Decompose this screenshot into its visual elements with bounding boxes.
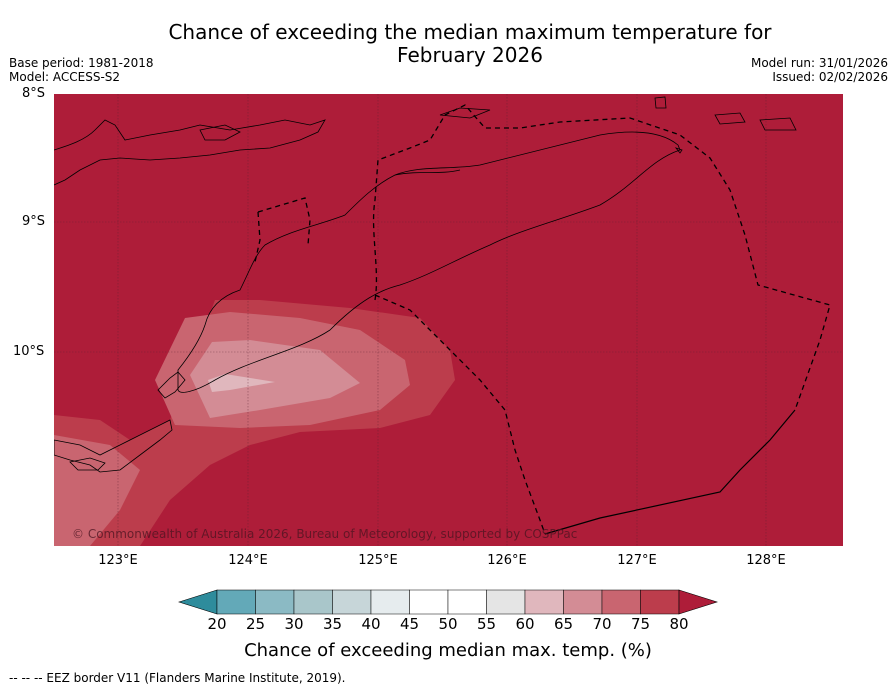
- colorbar-tick-20: 20: [207, 615, 227, 633]
- eez-legend-footer: -- -- -- EEZ border V11 (Flanders Marine…: [9, 671, 346, 685]
- kisar-island: [654, 96, 667, 109]
- lat-label-9s: 9°S: [22, 214, 46, 229]
- savu-island: [69, 457, 106, 471]
- moa-island: [759, 117, 797, 131]
- lon-label-127e: 127°E: [617, 553, 657, 568]
- lon-label-124e: 124°E: [228, 553, 268, 568]
- chart-title-line1: Chance of exceeding the median maximum t…: [168, 20, 772, 44]
- contour-65-70: [190, 340, 360, 418]
- coastlines: [54, 96, 797, 473]
- colorbar-tick-55: 55: [476, 615, 497, 633]
- colorbar-tick-75: 75: [630, 615, 651, 633]
- lon-label-128e: 128°E: [746, 553, 786, 568]
- sumba-coast: [54, 419, 173, 473]
- colorbar-tick-40: 40: [361, 615, 381, 633]
- colorbar-cell-25-30: [255, 589, 295, 615]
- colorbar-tick-45: 45: [399, 615, 420, 633]
- colorbar-cell-55-60: [486, 589, 526, 615]
- colorbar-cell-40-45: [370, 589, 410, 615]
- flores-coast: [54, 119, 326, 186]
- colorbar-tick-30: 30: [284, 615, 304, 633]
- timor-coast: [177, 131, 681, 393]
- colorbar-cell-60-65: [524, 589, 564, 615]
- colorbar-lower-arrow: [178, 589, 218, 615]
- colorbar-tick-80: 80: [669, 615, 689, 633]
- colorbar-upper-arrow: [678, 589, 718, 615]
- lon-label-125e: 125°E: [358, 553, 398, 568]
- model-run-text: Model run: 31/01/2026: [750, 56, 888, 70]
- colorbar-cell-45-50: [409, 589, 449, 615]
- colorbar-tick-35: 35: [322, 615, 343, 633]
- graticule: [54, 94, 843, 546]
- colorbar-cell-50-55: [447, 589, 487, 615]
- timor-east-coast: [394, 169, 461, 176]
- colorbar-tick-65: 65: [553, 615, 574, 633]
- contour-70-75: [54, 435, 140, 546]
- colorbar-cell-30-35: [293, 589, 333, 615]
- colorbar-tick-70: 70: [592, 615, 612, 633]
- rote-island: [157, 371, 186, 399]
- model-text: Model: ACCESS-S2: [9, 70, 121, 84]
- colorbar-cell-65-70: [563, 589, 603, 615]
- colorbar: [178, 589, 718, 615]
- lat-label-8s: 8°S: [22, 86, 46, 101]
- eez-border-solid-section: [544, 409, 796, 535]
- colorbar-tick-50: 50: [438, 615, 458, 633]
- lon-label-123e: 123°E: [98, 553, 138, 568]
- eez-border: [254, 104, 831, 535]
- colorbar-cell-20-25: [216, 589, 256, 615]
- colorbar-tick-60: 60: [515, 615, 535, 633]
- colorbar-cell-75-80: [640, 589, 680, 615]
- lon-label-126e: 126°E: [487, 553, 527, 568]
- lat-label-10s: 10°S: [13, 344, 45, 359]
- contour-60-65: [208, 374, 275, 392]
- alor-island: [199, 124, 241, 141]
- colorbar-cell-35-40: [332, 589, 372, 615]
- colorbar-tick-25: 25: [245, 615, 266, 633]
- colorbar-title: Chance of exceeding median max. temp. (%…: [244, 640, 652, 661]
- base-period-text: Base period: 1981-2018: [9, 56, 154, 70]
- map-panel: © Commonwealth of Australia 2026, Bureau…: [54, 94, 843, 546]
- copyright-text: © Commonwealth of Australia 2026, Bureau…: [72, 527, 577, 541]
- leti-islands: [714, 112, 746, 125]
- colorbar-cell-70-75: [601, 589, 641, 615]
- issued-text: Issued: 02/02/2026: [772, 70, 888, 84]
- chart-title-line2: February 2026: [397, 43, 543, 67]
- jaco-island: [674, 147, 683, 154]
